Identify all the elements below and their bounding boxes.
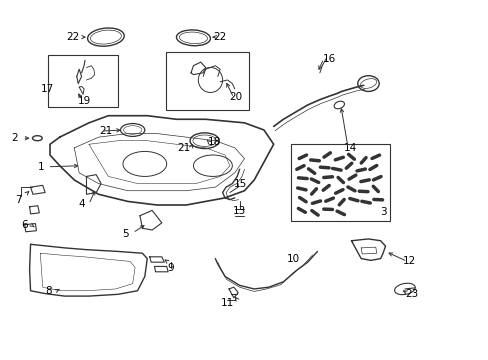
Text: 14: 14 [343,143,356,153]
Text: 23: 23 [405,289,418,298]
Text: 20: 20 [229,92,243,102]
Bar [290,144,389,221]
Text: 13: 13 [233,206,246,216]
Text: 15: 15 [233,179,247,189]
Text: 16: 16 [322,54,336,64]
Text: 9: 9 [167,262,174,273]
Text: 17: 17 [41,84,54,94]
Text: 3: 3 [379,207,386,217]
Text: 4: 4 [78,199,85,209]
Text: 11: 11 [221,298,234,308]
Text: 8: 8 [46,286,52,296]
Text: 10: 10 [286,254,299,264]
Text: 19: 19 [77,96,90,106]
Text: 22: 22 [66,32,80,42]
Text: 18: 18 [207,138,221,148]
Text: 21: 21 [177,143,190,153]
Text: 6: 6 [21,220,28,230]
Text: 5: 5 [122,229,128,239]
Bar [47,55,118,107]
Text: 21: 21 [99,126,112,136]
Text: 2: 2 [12,133,18,143]
Text: 1: 1 [38,162,44,172]
Text: 12: 12 [403,256,416,266]
Text: 22: 22 [213,32,226,42]
Text: 7: 7 [15,195,21,204]
Bar [165,52,249,111]
